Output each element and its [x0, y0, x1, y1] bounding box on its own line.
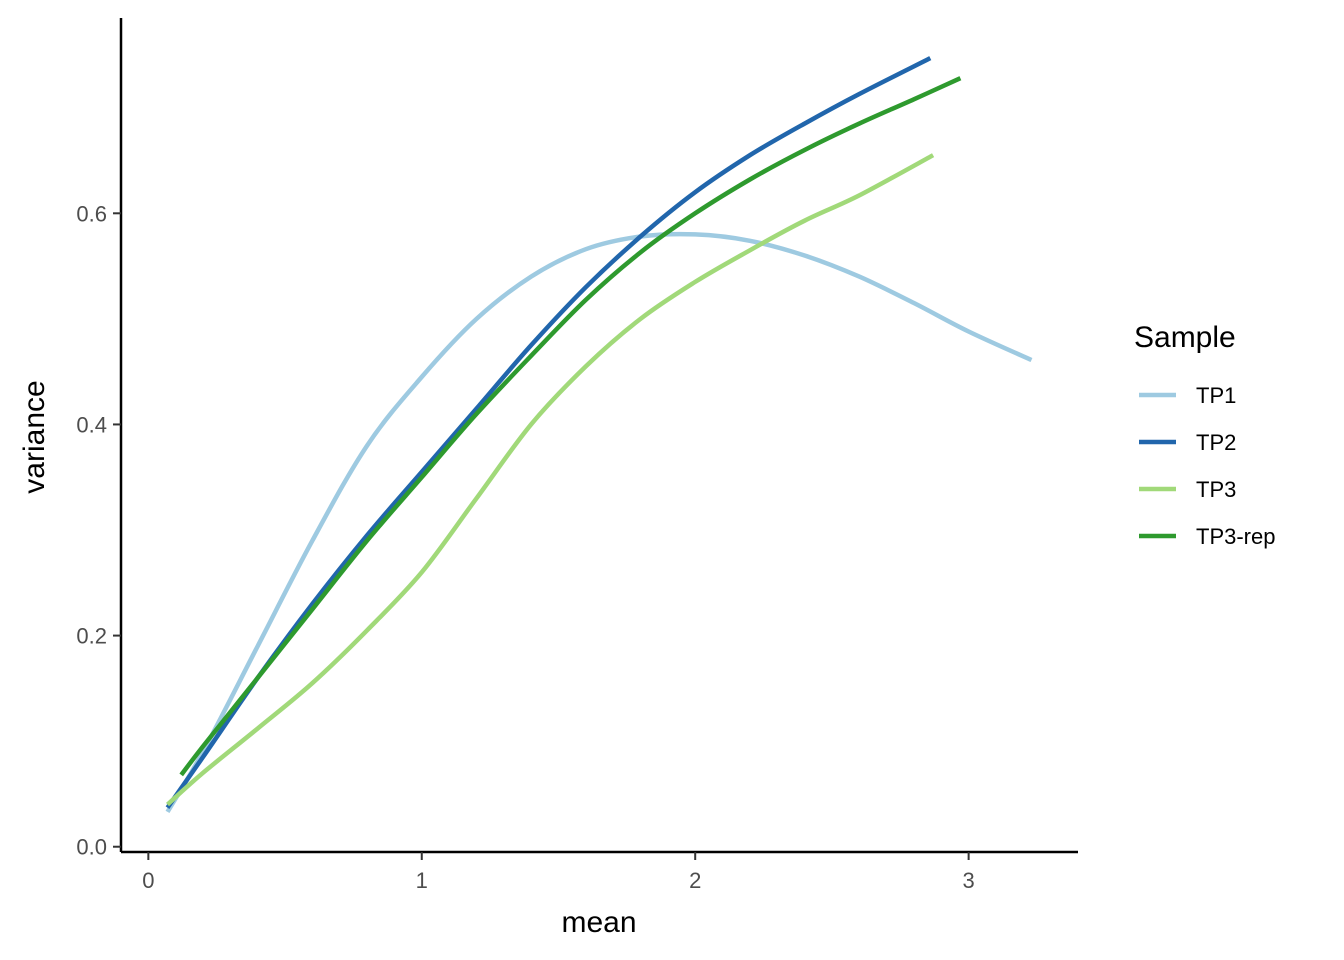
series-line-tp3	[165, 153, 935, 807]
x-axis-title: mean	[561, 906, 636, 939]
series-line-tp1	[165, 231, 1033, 814]
y-axis-title: variance	[18, 380, 51, 493]
x-tick-label: 1	[416, 868, 428, 893]
legend-item-tp2: TP2	[1139, 430, 1236, 455]
plot-lines	[165, 56, 1033, 814]
series-line-tp3-rep	[179, 76, 962, 777]
legend-item-tp3: TP3	[1139, 477, 1236, 502]
y-tick-label: 0.6	[76, 201, 107, 226]
legend-label: TP2	[1196, 430, 1236, 455]
y-tick-label: 0.2	[76, 624, 107, 649]
legend-label: TP3	[1196, 477, 1236, 502]
legend-title: Sample	[1134, 321, 1236, 354]
legend-items: TP1 TP2 TP3 TP3-rep	[1139, 383, 1275, 549]
legend-label: TP1	[1196, 383, 1236, 408]
legend: Sample TP1 TP2 TP3 TP3-rep	[1134, 321, 1275, 549]
x-tick-label: 2	[689, 868, 701, 893]
legend-label: TP3-rep	[1196, 524, 1275, 549]
x-tick-label: 3	[963, 868, 975, 893]
y-axis-ticks: 0.0 0.2 0.4 0.6	[76, 201, 121, 860]
series-line-tp2	[165, 56, 932, 809]
y-tick-label: 0.0	[76, 835, 107, 860]
x-axis-ticks: 0 1 2 3	[142, 852, 975, 893]
legend-item-tp3-rep: TP3-rep	[1139, 524, 1275, 549]
x-tick-label: 0	[142, 868, 154, 893]
y-tick-label: 0.4	[76, 412, 107, 437]
axes: 0 1 2 3 0.0 0.2 0.4 0.6	[76, 18, 1078, 893]
legend-item-tp1: TP1	[1139, 383, 1236, 408]
